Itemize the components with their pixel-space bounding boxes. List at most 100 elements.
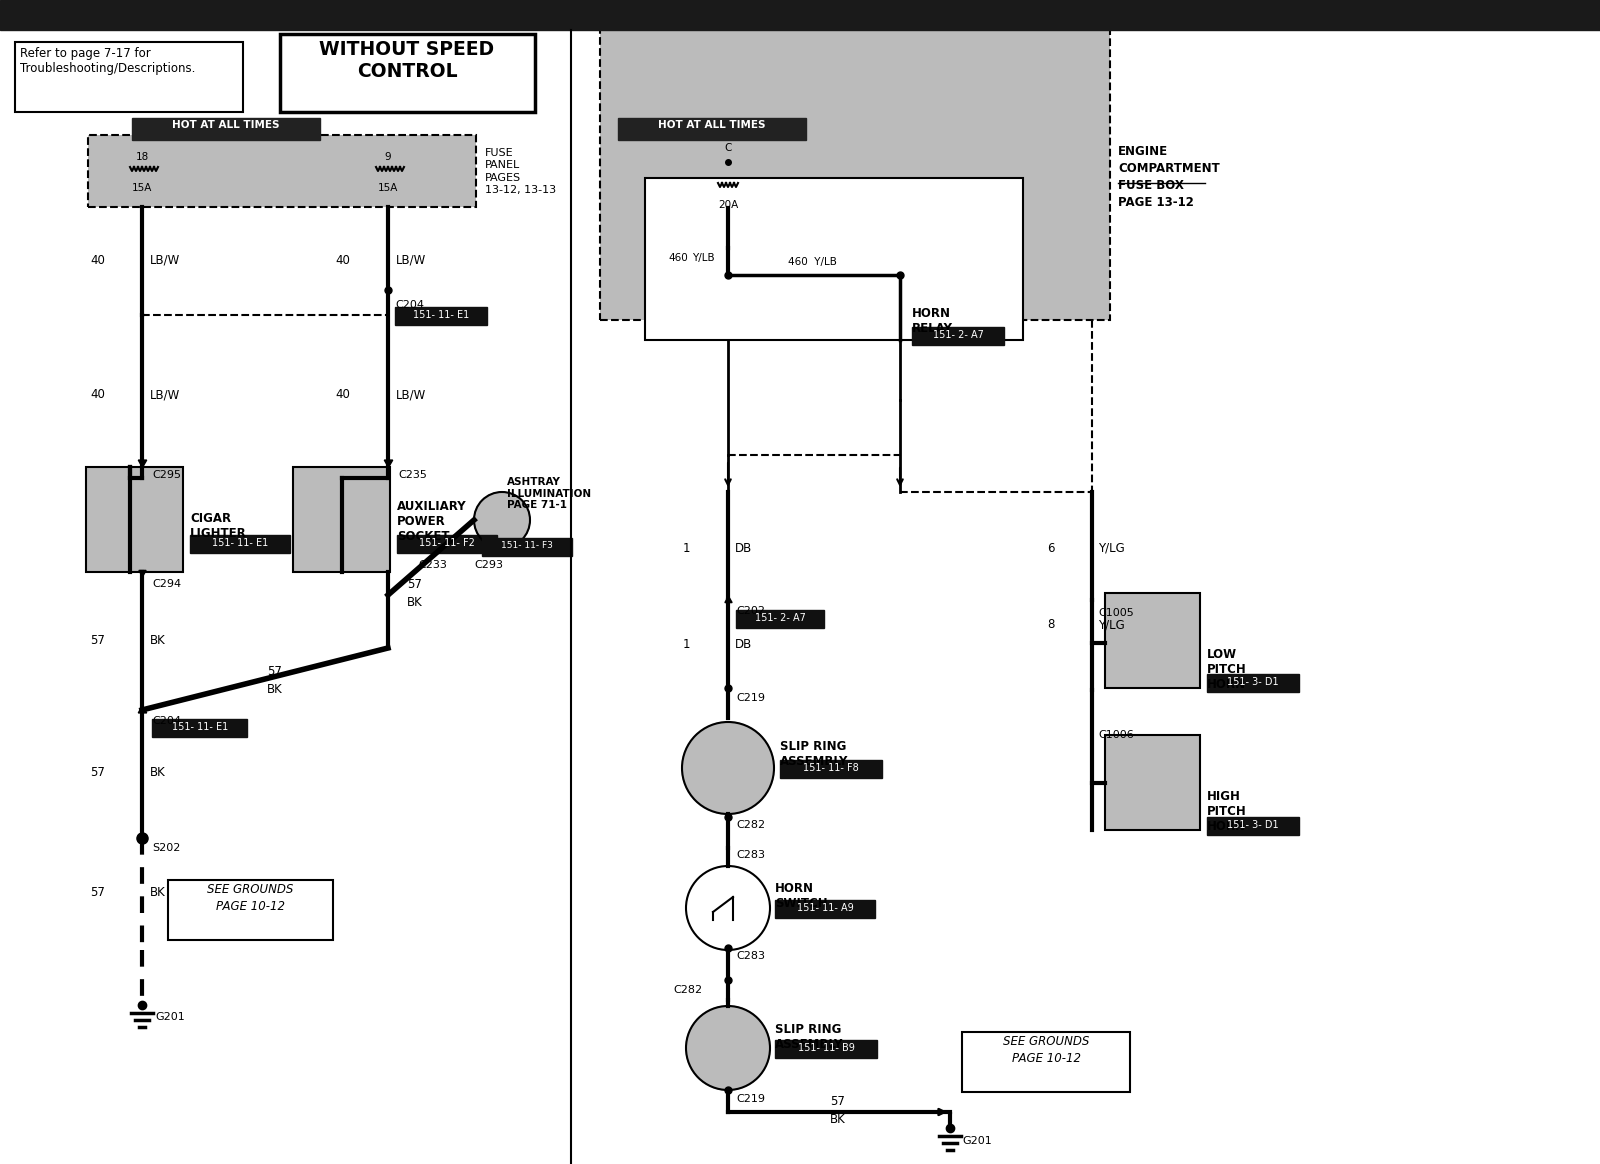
Text: Y/LG: Y/LG (1098, 541, 1125, 554)
Bar (1106, 592, 1200, 688)
Text: C1006: C1006 (1098, 730, 1134, 740)
Text: C219: C219 (736, 1094, 765, 1103)
Text: C219: C219 (736, 693, 765, 703)
Text: BK: BK (150, 633, 166, 646)
Bar (86, 467, 182, 572)
Text: BK: BK (406, 596, 422, 609)
Bar (618, 118, 806, 140)
Text: BK: BK (150, 767, 166, 780)
Text: 57: 57 (90, 633, 106, 646)
Text: 1: 1 (683, 541, 690, 554)
Text: LB/W: LB/W (150, 389, 181, 402)
Text: 151- 11- A9: 151- 11- A9 (797, 903, 853, 913)
Text: Y/LG: Y/LG (1098, 618, 1125, 632)
Circle shape (474, 492, 530, 548)
Text: 151- 11- E1: 151- 11- E1 (171, 722, 229, 732)
Text: 40: 40 (334, 389, 350, 402)
Bar (14, 42, 243, 112)
Text: HORN
SWITCH: HORN SWITCH (774, 882, 827, 910)
Circle shape (686, 866, 770, 950)
Text: 57: 57 (90, 767, 106, 780)
Text: 460  Y/LB: 460 Y/LB (787, 257, 837, 267)
Text: ASHTRAY
ILLUMINATION
PAGE 71-1: ASHTRAY ILLUMINATION PAGE 71-1 (507, 477, 590, 510)
Text: ENGINE
COMPARTMENT
FUSE BOX
PAGE 13-12: ENGINE COMPARTMENT FUSE BOX PAGE 13-12 (1118, 146, 1219, 210)
Text: C283: C283 (736, 951, 765, 961)
Text: DB: DB (734, 639, 752, 652)
Bar (88, 135, 477, 207)
Text: WITHOUT SPEED
CONTROL: WITHOUT SPEED CONTROL (320, 40, 494, 81)
Text: 151- 3- D1: 151- 3- D1 (1227, 677, 1278, 687)
Text: SLIP RING
ASSEMBLY: SLIP RING ASSEMBLY (774, 1023, 843, 1051)
Text: C283: C283 (736, 850, 765, 860)
Text: 8: 8 (1048, 618, 1054, 632)
Bar (152, 719, 246, 737)
Text: 6: 6 (1048, 541, 1054, 554)
Circle shape (686, 1006, 770, 1090)
Text: 151- 11- E1: 151- 11- E1 (211, 538, 269, 548)
Text: C: C (725, 143, 731, 152)
Text: 460: 460 (669, 253, 688, 263)
Text: 151- 3- D1: 151- 3- D1 (1227, 819, 1278, 830)
Circle shape (682, 722, 774, 814)
Bar (395, 307, 486, 325)
Text: C293: C293 (474, 560, 502, 570)
Bar (1206, 817, 1299, 835)
Bar (912, 327, 1005, 345)
Bar (1106, 734, 1200, 830)
Bar (397, 535, 498, 553)
Text: 151- 11- F3: 151- 11- F3 (501, 541, 554, 551)
Text: C233: C233 (418, 560, 446, 570)
Text: 57: 57 (830, 1095, 845, 1108)
Text: C282: C282 (736, 819, 765, 830)
Text: 15A: 15A (131, 183, 152, 193)
Text: 40: 40 (90, 254, 106, 267)
Bar (736, 610, 824, 629)
Text: 151- 2- A7: 151- 2- A7 (755, 613, 805, 623)
Bar (190, 535, 290, 553)
Text: HOT AT ALL TIMES: HOT AT ALL TIMES (658, 120, 766, 130)
Text: SLIP RING
ASSEMBLY: SLIP RING ASSEMBLY (781, 740, 848, 768)
Text: 151- 11- F2: 151- 11- F2 (419, 538, 475, 548)
Text: BK: BK (267, 683, 283, 696)
Text: CIGAR
LIGHTER: CIGAR LIGHTER (190, 512, 246, 540)
Text: Y/LB: Y/LB (691, 253, 715, 263)
Text: 57: 57 (267, 665, 283, 677)
Text: LB/W: LB/W (150, 254, 181, 267)
Text: LOW
PITCH
HORN: LOW PITCH HORN (1206, 648, 1246, 691)
Text: 151- 11- F8: 151- 11- F8 (803, 762, 859, 773)
Text: 151- 11- E1: 151- 11- E1 (413, 310, 469, 320)
Text: G201: G201 (962, 1136, 992, 1147)
Text: 20A: 20A (718, 200, 738, 210)
Text: FUSE
PANEL
PAGES
13-12, 13-13: FUSE PANEL PAGES 13-12, 13-13 (485, 148, 557, 196)
Text: 151- 2- A7: 151- 2- A7 (933, 331, 984, 340)
Text: HOT AT ALL TIMES: HOT AT ALL TIMES (173, 120, 280, 130)
Bar (781, 760, 882, 778)
Bar (600, 15, 1110, 320)
Bar (962, 1032, 1130, 1092)
Text: BK: BK (150, 886, 166, 899)
Text: BK: BK (830, 1113, 846, 1126)
Text: 40: 40 (334, 254, 350, 267)
Text: C282: C282 (674, 985, 702, 995)
Bar (774, 1039, 877, 1058)
Text: AUXILIARY
POWER
SOCKET: AUXILIARY POWER SOCKET (397, 501, 467, 542)
Text: 57: 57 (408, 579, 422, 591)
Text: SEE GROUNDS
PAGE 10-12: SEE GROUNDS PAGE 10-12 (206, 883, 293, 913)
Text: SEE GROUNDS
PAGE 10-12: SEE GROUNDS PAGE 10-12 (1003, 1035, 1090, 1065)
Text: 151- 11- B9: 151- 11- B9 (797, 1043, 854, 1053)
Bar (1206, 674, 1299, 693)
Text: C204: C204 (152, 716, 181, 726)
Text: C295: C295 (152, 470, 181, 480)
Text: 57: 57 (90, 886, 106, 899)
Bar (168, 880, 333, 941)
Text: S202: S202 (152, 843, 181, 853)
Text: 15A: 15A (378, 183, 398, 193)
Bar (131, 118, 320, 140)
Text: 40: 40 (90, 389, 106, 402)
Text: DB: DB (734, 541, 752, 554)
Text: HORN
RELAY: HORN RELAY (912, 307, 954, 335)
Text: LB/W: LB/W (397, 254, 426, 267)
Text: 1: 1 (683, 639, 690, 652)
Text: C204: C204 (395, 300, 424, 310)
Text: C235: C235 (398, 470, 427, 480)
